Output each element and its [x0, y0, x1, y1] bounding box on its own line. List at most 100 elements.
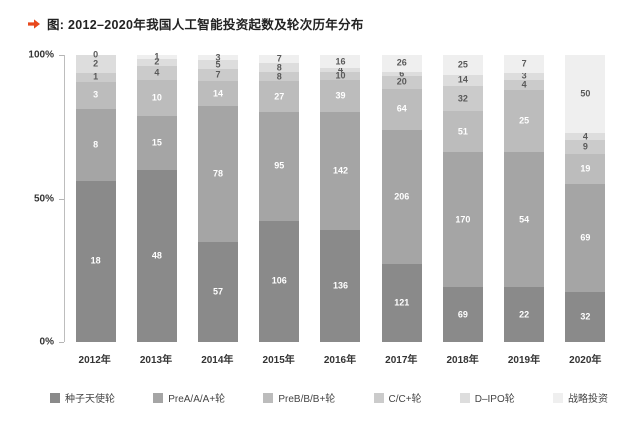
bar-segment: 3: [75, 81, 116, 109]
x-axis-label: 2014年: [201, 355, 234, 366]
x-axis-label: 2016年: [323, 355, 357, 366]
legend-item: PreB/B/B+轮: [263, 390, 335, 405]
y-axis-tickmark: [59, 55, 64, 56]
bar-segment: 15: [136, 116, 177, 170]
bar-segment-value: 3: [93, 89, 99, 100]
legend-item: PreA/A/A+轮: [153, 390, 225, 405]
bar-segment: 170: [442, 152, 483, 288]
bar-stack: 18 8 3 1 2 0: [75, 50, 116, 342]
bar-segment-value: 4: [521, 79, 527, 90]
x-axis-label: 2020年: [569, 355, 602, 366]
bar-segment-value: 57: [213, 286, 224, 297]
legend-swatch: [263, 392, 274, 403]
bar-segment: 7: [259, 54, 300, 64]
bar-segment-value: 32: [457, 93, 468, 104]
bar-segment: 78: [198, 105, 239, 243]
bar-segment: 22: [504, 287, 545, 342]
chart: 100% 50% 0% 18 8 3 1 2 0 48 15 10 4 2 1 57 78 14 7 5 3 106 95…: [16, 50, 626, 366]
bar-segment-value: 206: [394, 191, 410, 202]
orange-arrow-icon: [28, 18, 40, 30]
legend-swatch: [50, 392, 60, 403]
bar-segment-value: 95: [274, 160, 285, 171]
y-axis-tick-label: 50%: [33, 193, 54, 204]
bar-segment: 10: [320, 71, 361, 80]
bar-segment-value: 2: [93, 58, 99, 69]
bar-segment: 6: [381, 69, 422, 78]
bar-segment-value: 121: [394, 297, 410, 308]
x-axis-label: 2012年: [78, 355, 111, 366]
bar-segment-value: 7: [521, 58, 527, 69]
page: 图: 2012–2020年我国人工智能投资起数及轮次历年分布 100% 50% 0%…: [16, 14, 626, 405]
y-axis-tick-label: 100%: [28, 49, 54, 61]
bar-segment: 25: [442, 55, 483, 75]
bar-segment: 26: [381, 55, 422, 72]
bar-segment-value: 8: [93, 139, 99, 150]
bar-stack: 32 69 19 9 4 50: [565, 55, 606, 342]
bar-segment: 69: [442, 287, 483, 342]
bar-segment-value: 5: [215, 59, 221, 70]
bar-column: 136 142 39 10 4 16: [317, 55, 363, 342]
bar-segment-value: 64: [396, 103, 407, 114]
bar-segment-value: 20: [396, 76, 407, 87]
bar-segment: 14: [442, 74, 483, 87]
bar-stack: 106 95 27 8 8 7: [259, 54, 300, 342]
bar-segment-value: 25: [519, 115, 530, 126]
bar-segment: 57: [198, 242, 239, 342]
bar-segment: 69: [565, 183, 606, 292]
bar-segment: 206: [381, 130, 422, 264]
bar-stack: 121 206 64 20 6 26: [381, 55, 422, 342]
bar-stack: 22 54 25 4 3 7: [504, 55, 545, 342]
legend-item: D–IPO轮: [459, 390, 515, 405]
bar-segment-value: 54: [519, 214, 530, 225]
legend-label: PreA/A/A+轮: [168, 394, 226, 405]
y-axis: 100% 50% 0%: [16, 50, 64, 348]
bar-segment: 16: [320, 55, 361, 69]
bar-segment-value: 4: [154, 67, 160, 78]
bar-segment-value: 32: [580, 311, 591, 322]
bar-segment-value: 3: [521, 70, 527, 81]
legend-label: 战略投资: [567, 394, 608, 405]
bar-segment-value: 19: [580, 163, 591, 174]
bar-segment-value: 170: [455, 214, 471, 225]
bar-segment: 7: [504, 55, 545, 73]
legend-label: 种子天使轮: [65, 394, 115, 405]
bar-segment-value: 26: [396, 57, 407, 68]
bar-segment-value: 14: [457, 74, 468, 85]
bar-column: 69 170 51 32 14 25: [440, 55, 486, 342]
legend-swatch: [552, 392, 563, 403]
bar-segment-value: 2: [154, 56, 160, 67]
bar-segment: 106: [259, 220, 300, 342]
x-axis-label: 2018年: [446, 355, 479, 366]
bar-segment-value: 51: [457, 126, 468, 137]
legend-label: C/C+轮: [388, 394, 422, 405]
bar-segment: 48: [136, 169, 177, 342]
bar-segment: 64: [381, 88, 422, 131]
bar-column: 22 54 25 4 3 7: [501, 55, 547, 342]
bar-segment-value: 69: [457, 309, 468, 320]
bar-segment: 9: [565, 139, 606, 154]
bar-segment-value: 10: [151, 92, 162, 103]
bar-segment: 136: [320, 229, 361, 342]
bar-segment: 50: [565, 55, 606, 134]
y-axis-tickmark: [59, 342, 64, 343]
bar-segment-value: 25: [457, 59, 468, 70]
bar-column: 32 69 19 9 4 50: [562, 55, 608, 342]
x-axis-label: 2015年: [262, 355, 295, 366]
bar-column: 121 206 64 20 6 26: [379, 55, 425, 342]
bar-segment: 4: [320, 65, 361, 74]
bar-segment: 2: [136, 56, 177, 67]
bar-segment: 5: [198, 59, 239, 70]
x-axis-label: 2013年: [139, 355, 173, 366]
bar-segment-value: 50: [580, 88, 591, 99]
bars-row: 18 8 3 1 2 0 48 15 10 4 2 1 57 78 14 7 5 3 106 95 27 8 8 7 136 14…: [64, 50, 616, 342]
bar-segment: 54: [504, 152, 545, 288]
bar-segment-value: 18: [90, 255, 101, 266]
bar-segment-value: 9: [582, 141, 588, 152]
chart-header: 图: 2012–2020年我国人工智能投资起数及轮次历年分布: [28, 14, 626, 33]
bar-segment: 95: [259, 112, 300, 221]
bar-segment: 2: [75, 55, 116, 73]
bar-stack: 136 142 39 10 4 16: [320, 55, 361, 342]
bar-stack: 69 170 51 32 14 25: [442, 55, 483, 342]
bar-segment-value: 136: [332, 280, 348, 291]
bar-segment: 27: [259, 81, 300, 113]
